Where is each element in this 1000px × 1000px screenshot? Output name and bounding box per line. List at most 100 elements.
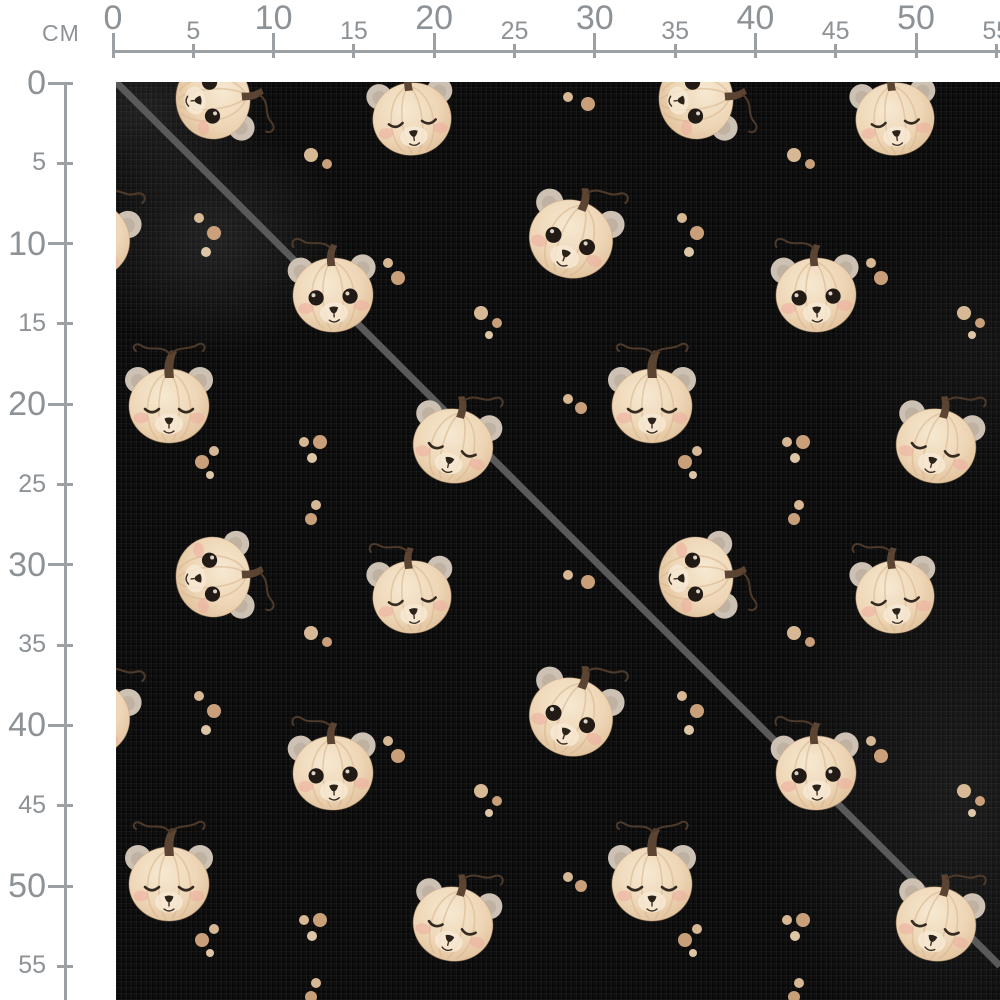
ruler-left-label: 45 xyxy=(18,790,46,819)
pumpkin-bear-curly-stem xyxy=(770,715,859,811)
pumpkin-bear-sleepy-tilt xyxy=(412,396,504,484)
pumpkin-bear-curly-stem xyxy=(287,237,376,333)
ruler-top-tick xyxy=(914,33,918,58)
ruler-top-tick xyxy=(111,33,115,58)
pumpkin-bear-big-stem xyxy=(608,342,696,444)
berry-cluster xyxy=(299,913,327,941)
berry-cluster xyxy=(787,148,815,169)
pumpkin-bear-leaning xyxy=(116,189,146,279)
berry-cluster xyxy=(383,258,405,285)
ruler-left-tick xyxy=(57,161,73,165)
berry-cluster xyxy=(782,913,810,941)
ruler-top-label: 20 xyxy=(415,0,454,37)
ruler-left-tick xyxy=(48,723,73,727)
ruler-top-tick xyxy=(593,33,597,58)
ruler-left-label: 20 xyxy=(8,385,46,424)
ruler-top-label: 45 xyxy=(821,17,850,45)
ruler-left-label: 50 xyxy=(8,867,46,905)
ruler-top-tick xyxy=(272,33,276,58)
fabric-pattern-svg xyxy=(116,82,1000,1000)
ruler-top-label: 5 xyxy=(186,17,201,45)
ruler-left-label: 15 xyxy=(18,308,46,337)
pumpkin-bear-sleepy xyxy=(849,542,936,634)
berry-cluster xyxy=(788,978,804,1000)
berry-cluster xyxy=(383,736,405,763)
berry-cluster xyxy=(782,435,810,463)
ruler-left-tick xyxy=(48,563,73,567)
berry-cluster xyxy=(563,872,587,892)
ruler-left-tick xyxy=(57,322,73,326)
ruler-left-tick xyxy=(57,643,73,647)
ruler-left-tick xyxy=(57,804,73,808)
ruler-top-label: 25 xyxy=(500,17,529,45)
berry-cluster xyxy=(194,213,221,257)
berry-cluster xyxy=(305,978,321,1000)
berry-cluster xyxy=(194,691,221,735)
ruler-left-tick xyxy=(48,884,73,888)
pumpkin-bear-sleepy xyxy=(366,542,453,634)
pumpkin-bear-big-stem xyxy=(125,342,213,444)
ruler-top-label: 0 xyxy=(103,0,123,37)
berry-cluster xyxy=(678,924,702,957)
berry-cluster xyxy=(195,446,219,479)
berry-cluster xyxy=(957,306,985,339)
ruler-top-tick xyxy=(753,33,757,58)
ruler-top-tick xyxy=(352,44,356,58)
ruler-top-label: 55 xyxy=(982,17,1000,45)
pumpkin-bear-big-stem xyxy=(608,820,696,922)
fabric-preview xyxy=(116,82,1000,1000)
ruler-left-label: 35 xyxy=(18,630,46,659)
berry-cluster xyxy=(677,691,704,735)
berry-cluster xyxy=(304,148,332,169)
ruler-top-tick xyxy=(994,44,998,58)
ruler-left-label: 40 xyxy=(8,706,46,745)
ruler-top-tick xyxy=(191,44,195,58)
pumpkin-bear-sleepy-tilt xyxy=(895,396,987,484)
berry-cluster xyxy=(563,570,595,589)
berry-cluster xyxy=(788,500,804,525)
berry-cluster xyxy=(299,435,327,463)
berry-cluster xyxy=(957,784,985,817)
ruler-left-label: 55 xyxy=(18,951,46,980)
ruler-top-label: 35 xyxy=(661,17,689,45)
ruler-left-label: 10 xyxy=(8,224,46,263)
ruler-top-tick xyxy=(432,33,436,58)
berry-cluster xyxy=(563,394,587,414)
berry-cluster xyxy=(474,784,502,817)
ruler-top-label: 10 xyxy=(254,0,293,37)
pumpkin-bear-leaning xyxy=(116,667,146,757)
pumpkin-bear-curly-stem xyxy=(770,237,859,333)
diagonal-fold-line xyxy=(116,82,1000,969)
pumpkin-bear-sleepy-tilt xyxy=(895,874,987,962)
pumpkin-bear-curly-stem xyxy=(287,715,376,811)
ruler-top-label: 15 xyxy=(339,17,368,45)
ruler-top-tick xyxy=(673,44,677,58)
berry-cluster xyxy=(563,92,595,111)
berry-cluster xyxy=(678,446,702,479)
berry-cluster xyxy=(677,213,704,257)
pumpkin-bear-tilted-right xyxy=(175,530,275,619)
ruler-top-label: 30 xyxy=(575,0,614,37)
berry-cluster xyxy=(866,258,888,285)
ruler-left-label: 5 xyxy=(32,148,46,177)
pumpkin-bear-tilted-right xyxy=(175,82,275,141)
ruler-left-label: 30 xyxy=(8,545,46,584)
ruler-top-label: 50 xyxy=(897,0,935,37)
ruler-left-tick xyxy=(48,81,73,85)
berry-cluster xyxy=(305,500,321,525)
ruler-top-tick xyxy=(834,44,838,58)
ruler-unit-label: CM xyxy=(42,20,80,46)
ruler-left-label: 25 xyxy=(18,469,46,498)
pumpkin-bear-sleepy xyxy=(849,82,936,156)
ruler-top-tick xyxy=(513,44,516,58)
pumpkin-bear-leaning xyxy=(528,666,629,757)
ruler-top-label: 40 xyxy=(736,0,775,37)
pumpkin-bear-tilted-right xyxy=(658,530,758,619)
ruler-left-line xyxy=(64,82,67,1000)
berry-cluster xyxy=(474,306,502,339)
ruler-left-tick xyxy=(57,483,73,486)
ruler-top-line xyxy=(113,50,1000,53)
pumpkin-bear-leaning xyxy=(528,188,629,279)
berry-cluster xyxy=(866,736,888,763)
berry-cluster xyxy=(304,626,332,647)
